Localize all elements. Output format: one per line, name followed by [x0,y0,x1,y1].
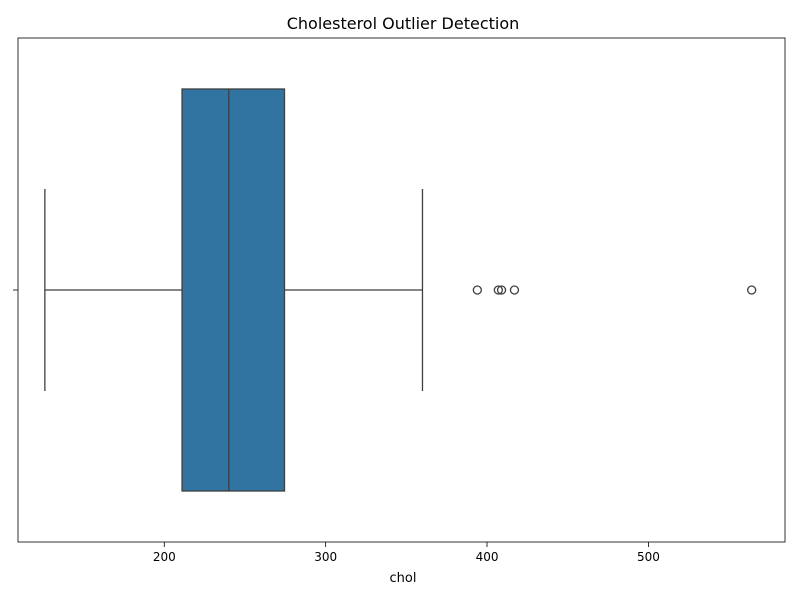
outlier-point [496,285,507,295]
outlier-point [747,285,757,295]
x-tick-label: 200 [153,550,176,564]
outlier-point [493,285,503,295]
x-tick-label: 300 [314,550,337,564]
outlier-point [509,285,520,295]
box-plot [44,88,424,492]
x-tick-label: 400 [476,550,499,564]
x-tick-label: 500 [637,550,660,564]
outlier-points [472,285,757,295]
iqr-box [181,88,286,492]
x-axis-label: chol [390,571,417,586]
outlier-point [472,285,482,295]
x-axis-ticks: 200 300 400 500 [153,542,660,564]
chart-title: Cholesterol Outlier Detection [287,14,520,33]
